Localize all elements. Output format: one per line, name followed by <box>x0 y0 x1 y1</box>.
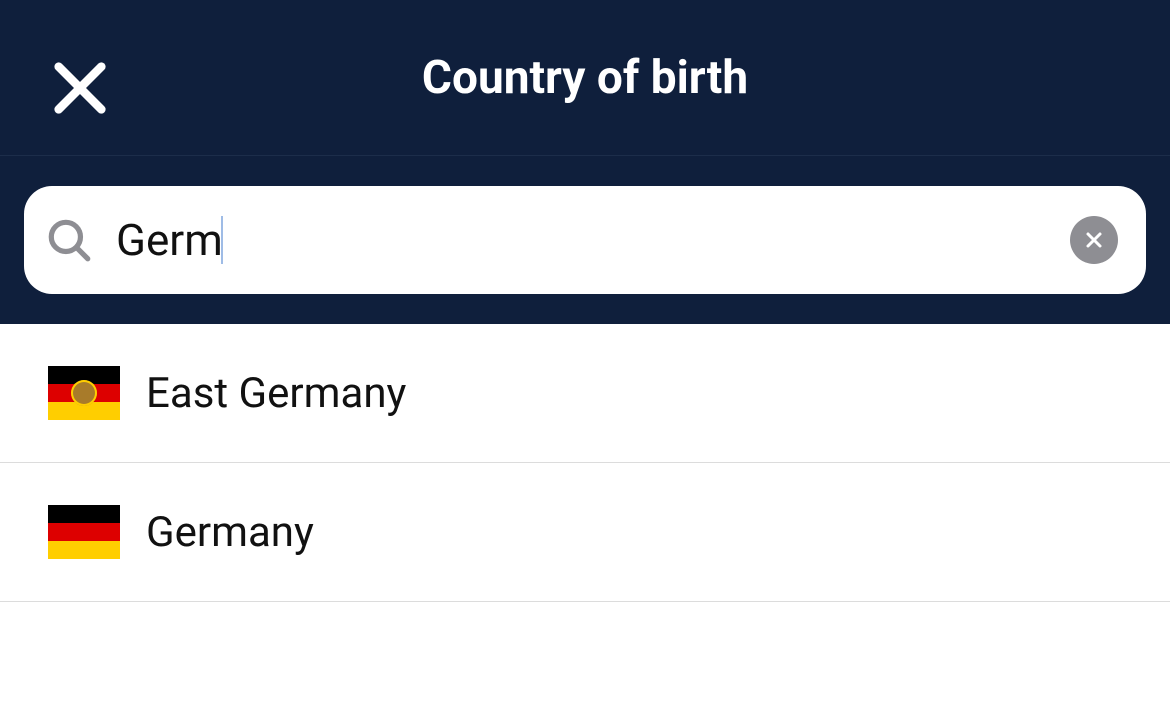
country-flag <box>48 505 120 559</box>
close-circle-icon <box>1082 228 1106 252</box>
header: Country of birth Germ <box>0 0 1170 324</box>
country-name: Germany <box>146 508 314 557</box>
results-list: East Germany Germany <box>0 324 1170 602</box>
search-container: Germ <box>0 156 1170 294</box>
close-icon <box>48 56 112 120</box>
text-caret <box>221 216 223 264</box>
country-name: East Germany <box>146 369 406 418</box>
search-box[interactable]: Germ <box>24 186 1146 294</box>
close-button[interactable] <box>48 56 112 120</box>
titlebar: Country of birth <box>0 0 1170 156</box>
country-row[interactable]: East Germany <box>0 324 1170 463</box>
clear-search-button[interactable] <box>1070 216 1118 264</box>
country-flag <box>48 366 120 420</box>
search-icon <box>44 215 94 265</box>
country-row[interactable]: Germany <box>0 463 1170 602</box>
search-input-text: Germ <box>116 214 223 266</box>
search-input-wrap[interactable]: Germ <box>116 214 1048 266</box>
page-title: Country of birth <box>0 51 1170 105</box>
